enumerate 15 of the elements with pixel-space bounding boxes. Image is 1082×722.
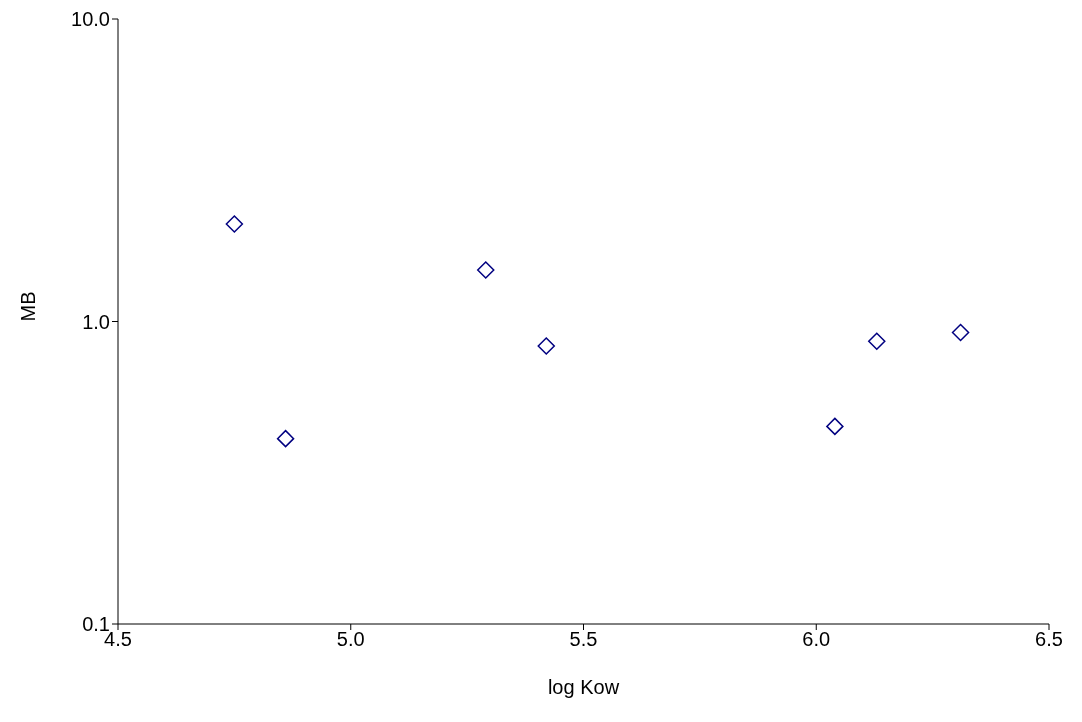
point bbox=[951, 323, 970, 342]
point bbox=[537, 337, 556, 355]
point bbox=[477, 261, 495, 279]
point bbox=[276, 429, 295, 448]
x-axis-title: log Kow bbox=[547, 676, 620, 698]
x-tick-label: 6.5 bbox=[1035, 628, 1063, 651]
y-tick-label: 1.0 bbox=[82, 310, 110, 333]
x-tick-label: 5.0 bbox=[336, 628, 365, 651]
x-tick-label: 6.0 bbox=[802, 628, 831, 651]
point bbox=[826, 417, 844, 436]
point bbox=[868, 332, 886, 351]
y-axis-title: MB bbox=[17, 291, 40, 322]
point bbox=[225, 215, 244, 233]
y-tick-label: 10.0 bbox=[71, 8, 110, 31]
x-tick-label: 5.5 bbox=[569, 628, 598, 651]
